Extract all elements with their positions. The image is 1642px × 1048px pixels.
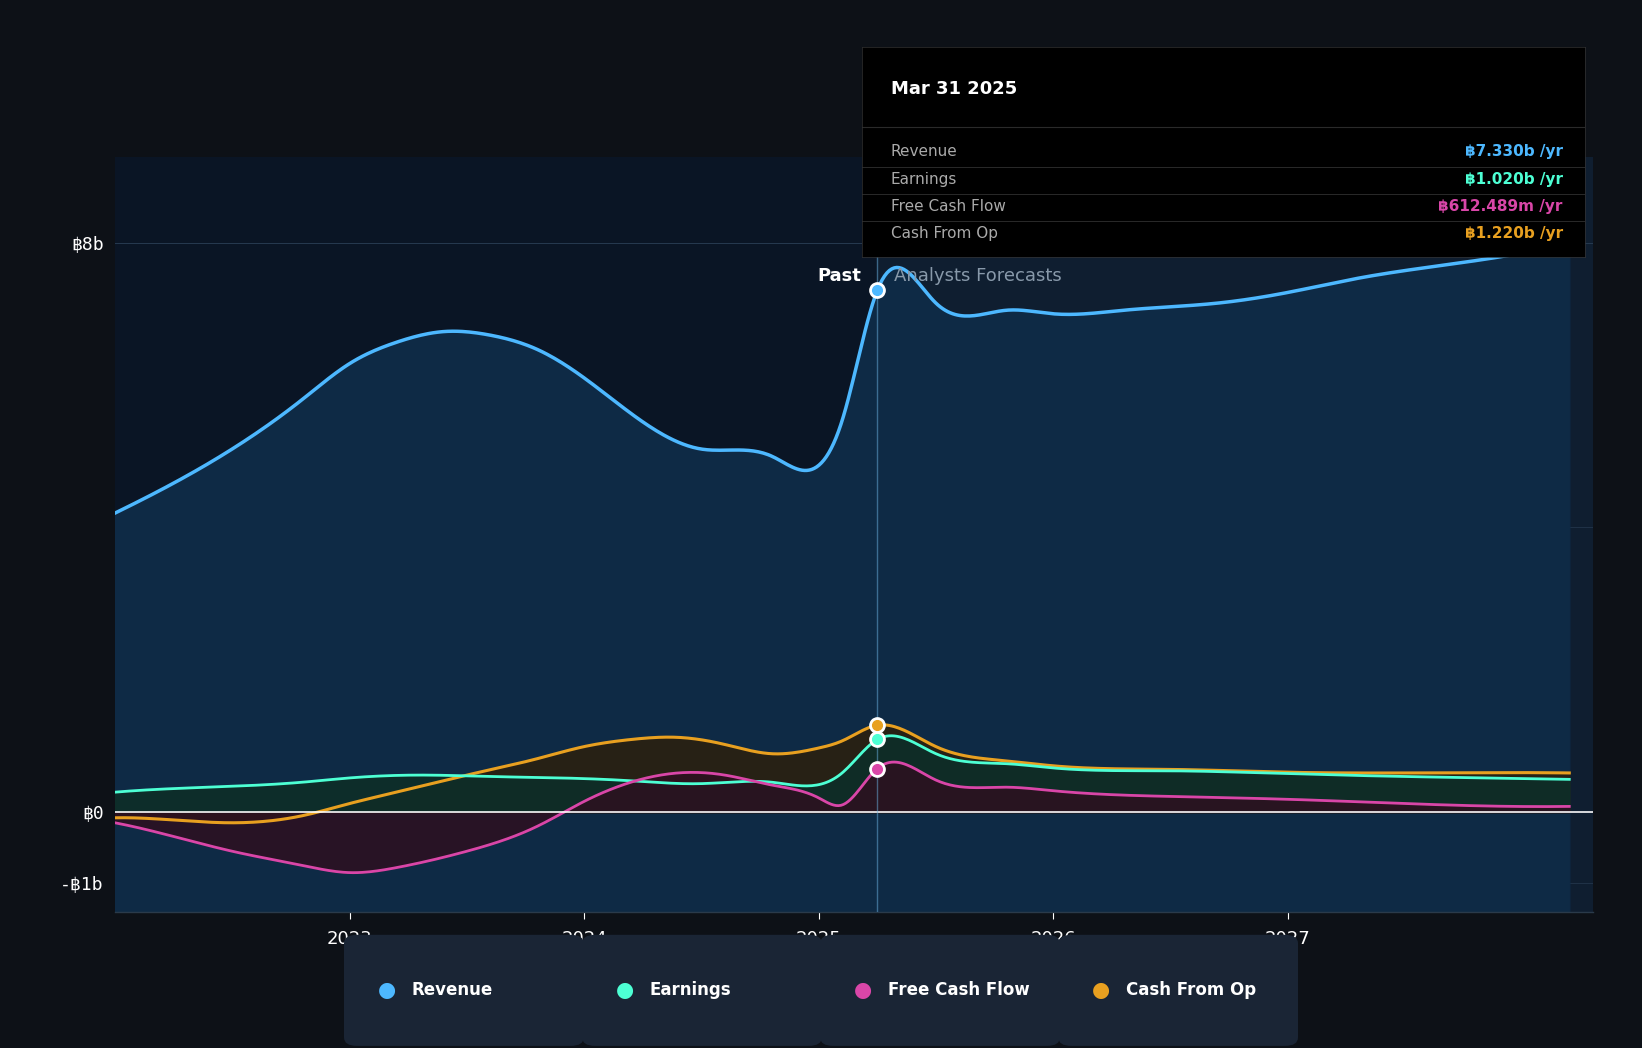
Text: Free Cash Flow: Free Cash Flow <box>888 981 1030 1000</box>
Text: ฿1.020b /yr: ฿1.020b /yr <box>1465 172 1563 187</box>
Text: ฿612.489m /yr: ฿612.489m /yr <box>1438 199 1563 214</box>
Bar <box>115 157 877 912</box>
Text: Revenue: Revenue <box>892 145 957 159</box>
Text: ●: ● <box>616 980 634 1001</box>
Text: Mar 31 2025: Mar 31 2025 <box>892 80 1016 99</box>
Text: Cash From Op: Cash From Op <box>1126 981 1256 1000</box>
Text: Free Cash Flow: Free Cash Flow <box>892 199 1007 214</box>
Text: Revenue: Revenue <box>410 981 493 1000</box>
Text: Analysts Forecasts: Analysts Forecasts <box>893 267 1061 285</box>
Text: ●: ● <box>378 980 396 1001</box>
Text: ฿1.220b /yr: ฿1.220b /yr <box>1465 226 1563 241</box>
Text: ●: ● <box>854 980 872 1001</box>
Text: Cash From Op: Cash From Op <box>892 226 998 241</box>
Text: Past: Past <box>818 267 860 285</box>
Bar <box>877 157 1593 912</box>
Text: ●: ● <box>1092 980 1110 1001</box>
Text: ฿7.330b /yr: ฿7.330b /yr <box>1465 145 1563 159</box>
Text: Earnings: Earnings <box>892 172 957 187</box>
Text: Earnings: Earnings <box>650 981 731 1000</box>
